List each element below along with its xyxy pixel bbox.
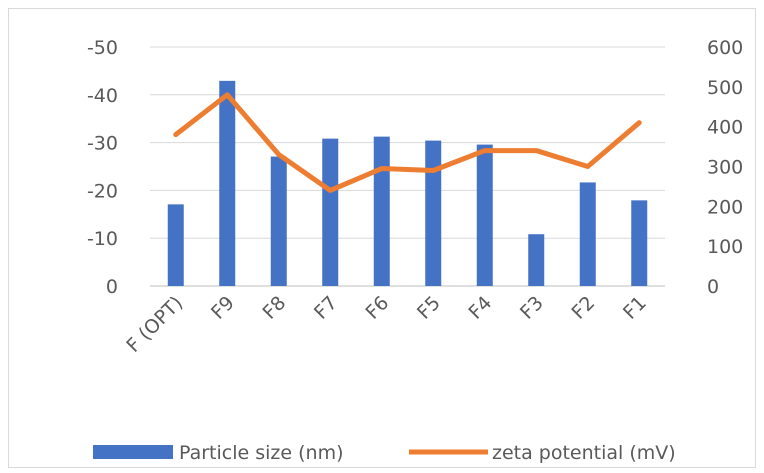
bar <box>322 138 339 286</box>
line-series <box>173 92 642 193</box>
line-series-path <box>173 92 642 193</box>
x-tick-label: F3 <box>516 292 548 324</box>
legend-label: zeta potential (mV) <box>492 442 676 464</box>
x-tick-label: F4 <box>464 292 496 324</box>
bar <box>579 182 596 286</box>
legend-label: Particle size (nm) <box>179 442 344 464</box>
y-right-tick-label: 600 <box>707 37 743 59</box>
bar <box>425 140 442 286</box>
bar <box>631 200 648 286</box>
y-left-tick-label: -50 <box>87 37 118 59</box>
y-right-tick-label: 400 <box>707 117 743 139</box>
x-tick-label: F8 <box>258 292 290 324</box>
bar <box>528 234 545 286</box>
bar <box>219 80 236 286</box>
y-left-tick-label: -40 <box>87 85 118 107</box>
bar <box>270 156 287 286</box>
gridlines <box>150 46 665 287</box>
legend: Particle size (nm) zeta potential (mV) <box>93 442 676 464</box>
x-tick-label: F9 <box>207 292 239 324</box>
bar <box>476 144 493 286</box>
y-left-tick-label: -30 <box>87 133 118 155</box>
x-tick-label: F1 <box>619 292 651 324</box>
y-left-tick-label: -10 <box>87 228 118 250</box>
y-right-tick-label: 300 <box>707 157 743 179</box>
bar-series <box>167 80 648 286</box>
y-right-tick-label: 0 <box>707 276 719 298</box>
bar <box>167 204 184 286</box>
x-tick-label: F7 <box>310 292 342 324</box>
x-tick-label: F (OPT) <box>122 292 187 357</box>
x-tick-label: F2 <box>567 292 599 324</box>
y-left-tick-label: 0 <box>106 276 118 298</box>
y-right-tick-label: 100 <box>707 236 743 258</box>
x-tick-label: F5 <box>413 292 445 324</box>
x-tick-label: F6 <box>361 292 393 324</box>
bar <box>373 136 390 286</box>
y-right-tick-label: 200 <box>707 196 743 218</box>
y-right-tick-label: 500 <box>707 77 743 99</box>
legend-swatch-bar <box>93 445 173 459</box>
y-left-tick-label: -20 <box>87 180 118 202</box>
